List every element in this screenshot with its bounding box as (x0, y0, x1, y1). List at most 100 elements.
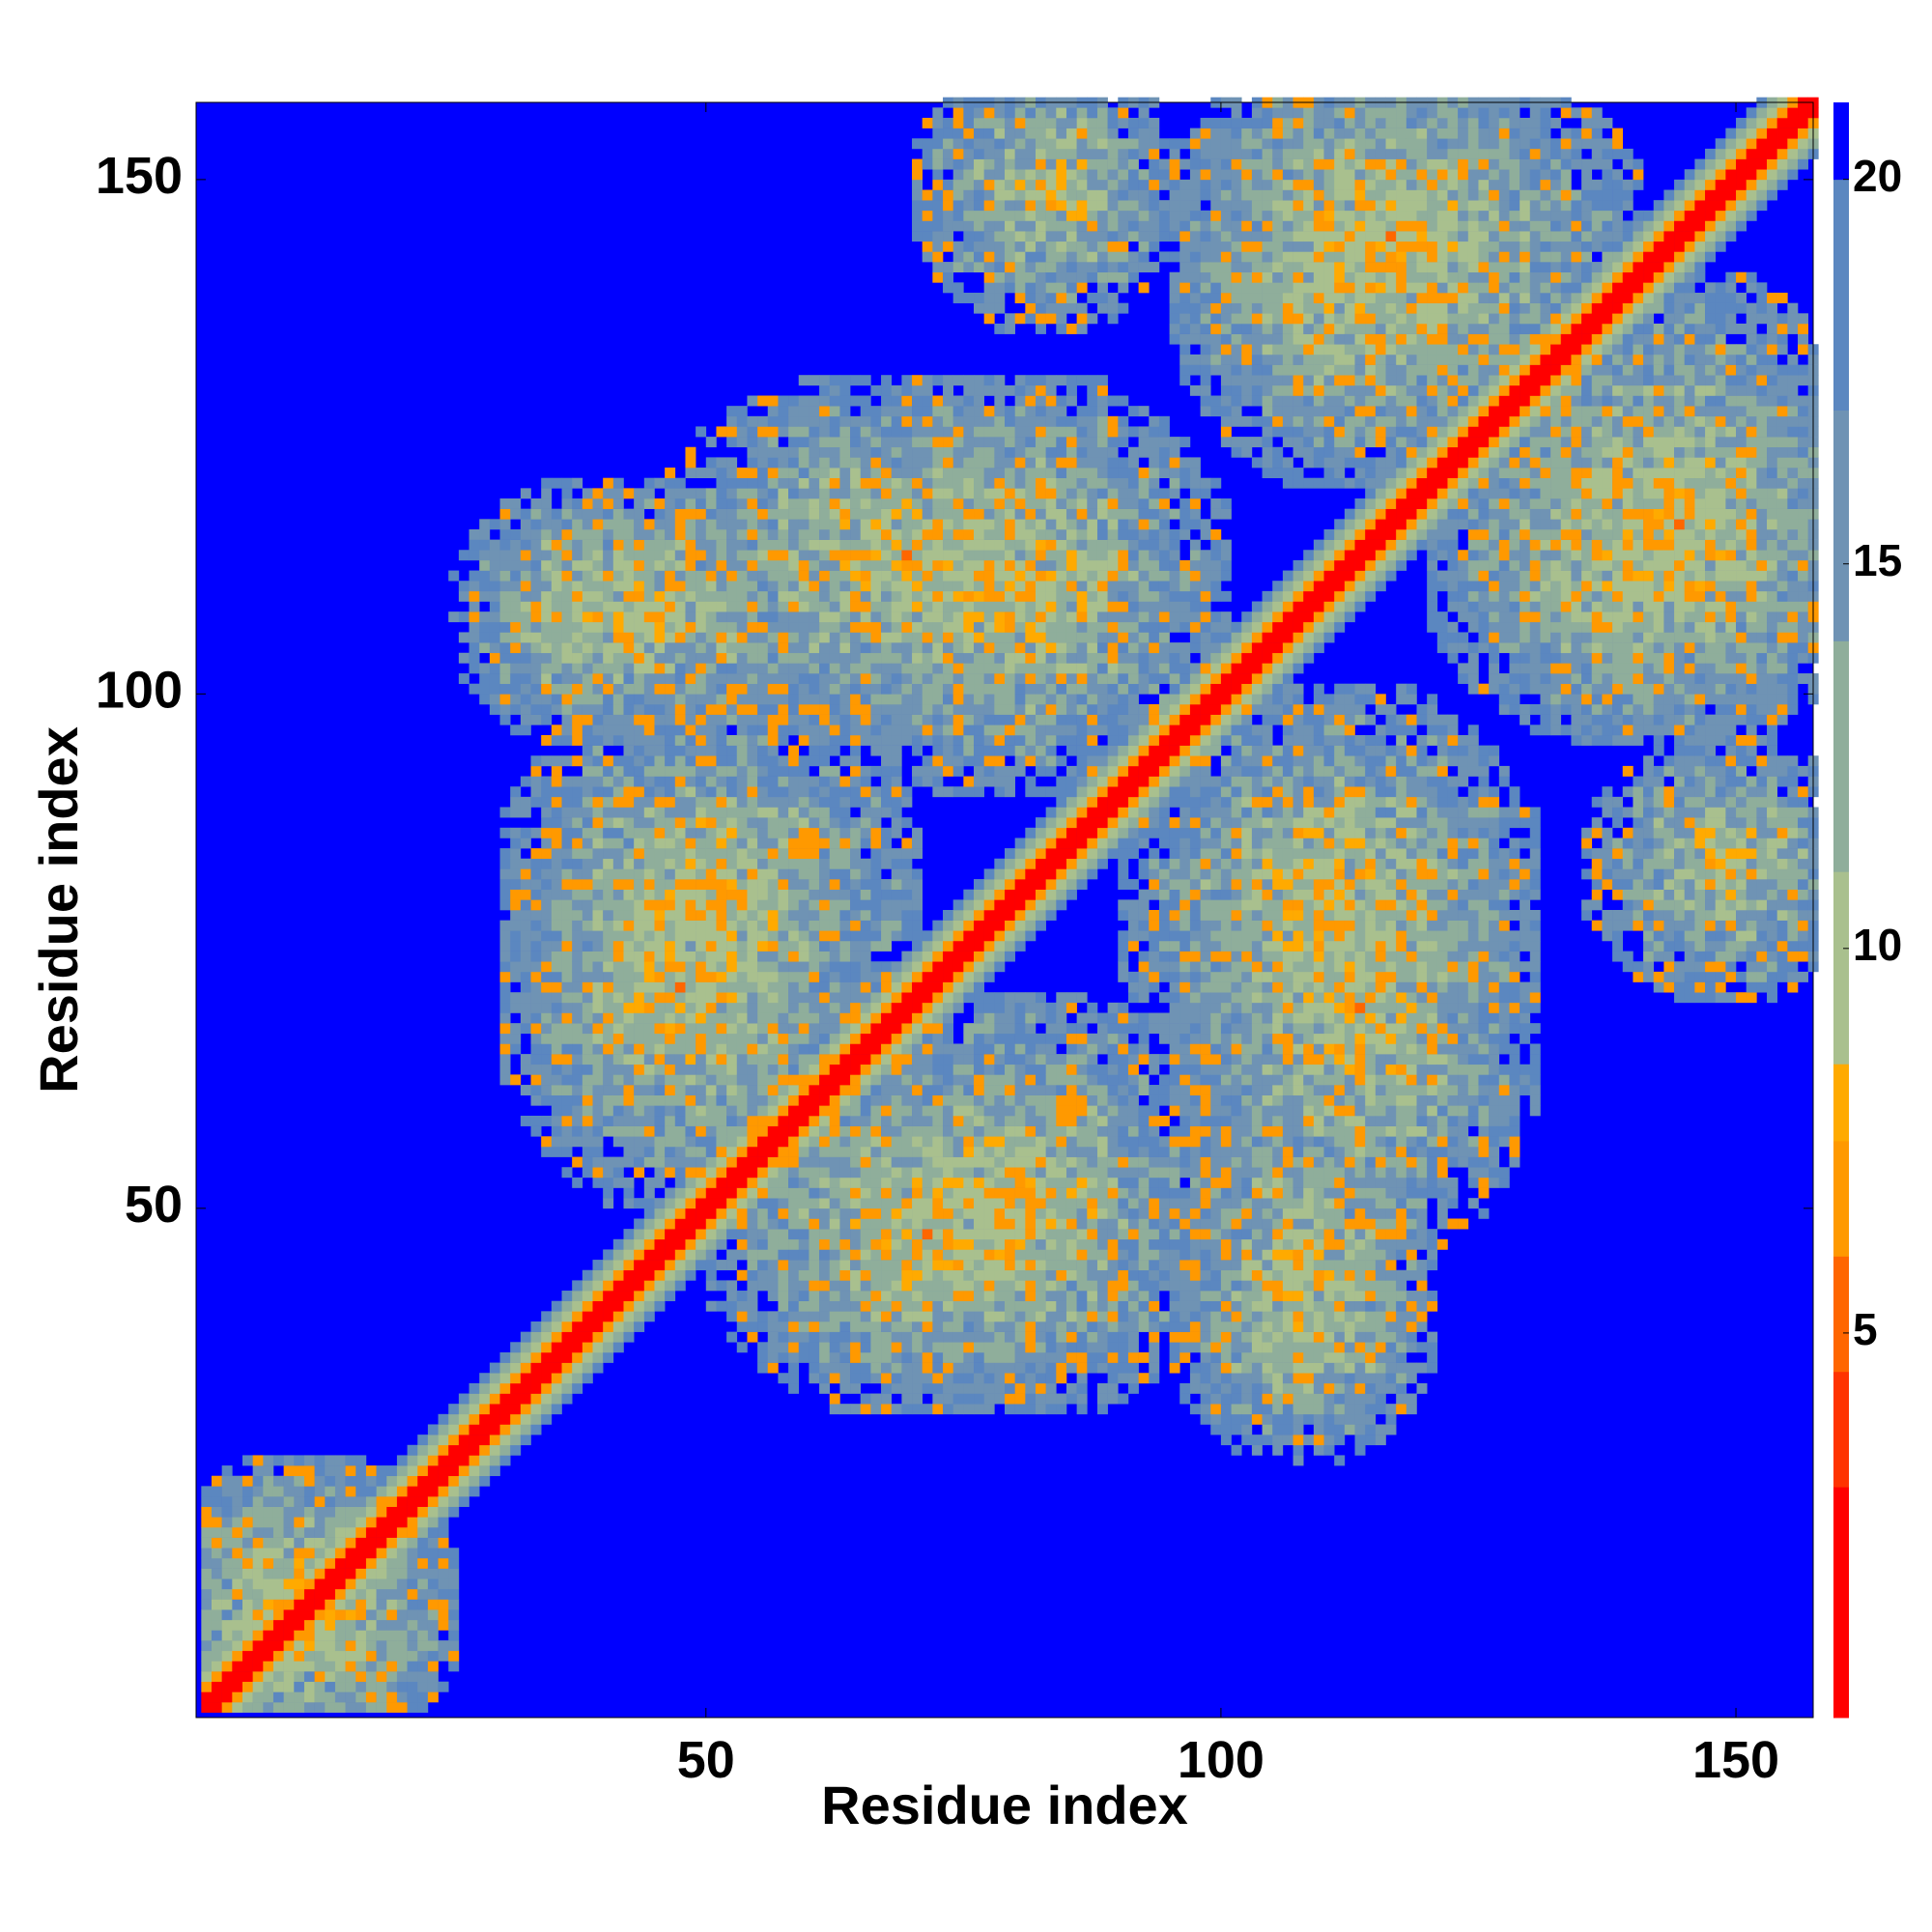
heatmap-cell (974, 179, 984, 190)
heatmap-cell (891, 1362, 902, 1374)
heatmap-cell (561, 920, 573, 931)
heatmap-cell (634, 528, 645, 540)
heatmap-cell (952, 1362, 964, 1374)
heatmap-cell (870, 1218, 882, 1230)
heatmap-cell (901, 1167, 913, 1179)
heatmap-cell (582, 981, 593, 993)
heatmap-cell (303, 1475, 315, 1487)
heatmap-cell (757, 961, 769, 973)
heatmap-cell (345, 1568, 356, 1579)
heatmap-cell (623, 1136, 635, 1148)
heatmap-cell (612, 910, 624, 921)
heatmap-cell (829, 1393, 840, 1405)
heatmap-cell (943, 1094, 953, 1106)
heatmap-cell (696, 590, 707, 602)
heatmap-cell (922, 652, 933, 664)
heatmap-cell (932, 559, 944, 571)
heatmap-cell (530, 673, 542, 685)
heatmap-cell (757, 807, 769, 818)
heatmap-cell (932, 971, 944, 982)
heatmap-cell (396, 1557, 408, 1569)
heatmap-cell (541, 1413, 553, 1425)
heatmap-cell (386, 1691, 398, 1703)
heatmap-cell (839, 683, 851, 695)
heatmap-cell (582, 1331, 593, 1343)
heatmap-cell (685, 910, 696, 921)
heatmap-cell (912, 1125, 923, 1137)
heatmap-cell (870, 899, 882, 911)
heatmap-cell (963, 262, 975, 273)
heatmap-cell (716, 457, 727, 469)
heatmap-cell (881, 981, 893, 993)
heatmap-cell (829, 1146, 840, 1157)
heatmap-cell (643, 1156, 655, 1168)
heatmap-cell (685, 868, 696, 880)
heatmap-cell (778, 724, 789, 736)
heatmap-cell (726, 621, 738, 633)
heatmap-cell (716, 468, 727, 479)
heatmap-cell (582, 1291, 593, 1301)
heatmap-cell (798, 1012, 810, 1024)
heatmap-cell (572, 704, 583, 715)
heatmap-cell (551, 899, 562, 911)
heatmap-cell (705, 1238, 717, 1250)
heatmap-cell (726, 1229, 738, 1240)
heatmap-cell (603, 642, 614, 654)
heatmap-cell (932, 539, 944, 551)
heatmap-cell (572, 807, 583, 818)
heatmap-cell (510, 683, 522, 695)
heatmap-cell (355, 1475, 367, 1487)
heatmap-cell (530, 683, 542, 695)
heatmap-cell (541, 1342, 553, 1353)
heatmap-cell (705, 879, 717, 890)
heatmap-cell (685, 488, 696, 499)
heatmap-cell (520, 940, 531, 952)
heatmap-cell (654, 611, 666, 623)
heatmap-cell (283, 1671, 295, 1683)
heatmap-cell (943, 961, 953, 973)
heatmap-cell (943, 971, 953, 982)
heatmap-cell (767, 1094, 779, 1106)
heatmap-cell (685, 971, 696, 982)
heatmap-cell (860, 786, 871, 798)
heatmap-cell (974, 477, 984, 489)
heatmap-cell (952, 138, 964, 150)
heatmap-cell (757, 457, 769, 469)
heatmap-cell (943, 1085, 953, 1095)
heatmap-cell (612, 1033, 624, 1044)
heatmap-cell (272, 1486, 284, 1497)
heatmap-cell (850, 694, 862, 705)
heatmap-cell (211, 1599, 222, 1610)
heatmap-cell (221, 1671, 233, 1683)
heatmap-cell (665, 920, 676, 931)
heatmap-cell (870, 528, 882, 540)
heatmap-cell (561, 899, 573, 911)
heatmap-cell (767, 498, 779, 509)
heatmap-cell (747, 838, 758, 849)
heatmap-cell (211, 1557, 222, 1569)
heatmap-cell (654, 704, 666, 715)
heatmap-cell (757, 539, 769, 551)
heatmap-cell (757, 714, 769, 725)
heatmap-cell (716, 1177, 727, 1188)
heatmap-cell (726, 992, 738, 1004)
heatmap-cell (696, 868, 707, 880)
heatmap-cell (551, 1074, 562, 1086)
heatmap-cell (674, 817, 686, 829)
heatmap-cell (932, 776, 944, 787)
heatmap-cell (870, 1249, 882, 1261)
heatmap-cell (839, 704, 851, 715)
heatmap-cell (912, 683, 923, 695)
heatmap-cell (654, 776, 666, 787)
heatmap-cell (674, 807, 686, 818)
heatmap-cell (654, 930, 666, 942)
heatmap-cell (242, 1557, 253, 1569)
heatmap-cell (819, 899, 831, 911)
heatmap-cell (829, 889, 840, 900)
heatmap-cell (294, 1455, 305, 1466)
heatmap-cell (551, 910, 562, 921)
heatmap-cell (427, 1650, 439, 1662)
heatmap-cell (901, 848, 913, 860)
heatmap-cell (736, 714, 748, 725)
heatmap-cell (665, 1238, 676, 1250)
